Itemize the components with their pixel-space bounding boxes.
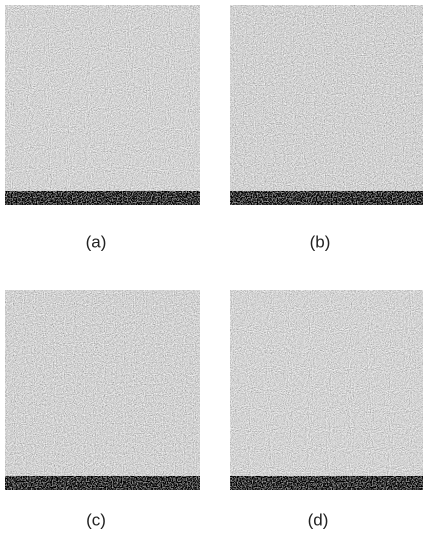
scale-bar bbox=[230, 476, 423, 490]
noise-image bbox=[230, 290, 423, 476]
panel-a: (a) bbox=[5, 5, 200, 251]
panel-c: (c) bbox=[5, 290, 200, 529]
scale-bar bbox=[230, 191, 423, 205]
scale-bar bbox=[5, 476, 200, 490]
panel-label: (a) bbox=[86, 232, 107, 251]
panel-label: (d) bbox=[308, 510, 329, 529]
noise-image bbox=[230, 5, 423, 191]
panel-label: (b) bbox=[310, 232, 331, 251]
noise-image bbox=[5, 290, 200, 476]
scale-bar bbox=[5, 191, 200, 205]
panel-label: (c) bbox=[86, 510, 106, 529]
noise-image bbox=[5, 5, 200, 191]
panel-d: (d) bbox=[230, 290, 423, 529]
panel-b: (b) bbox=[230, 5, 423, 251]
